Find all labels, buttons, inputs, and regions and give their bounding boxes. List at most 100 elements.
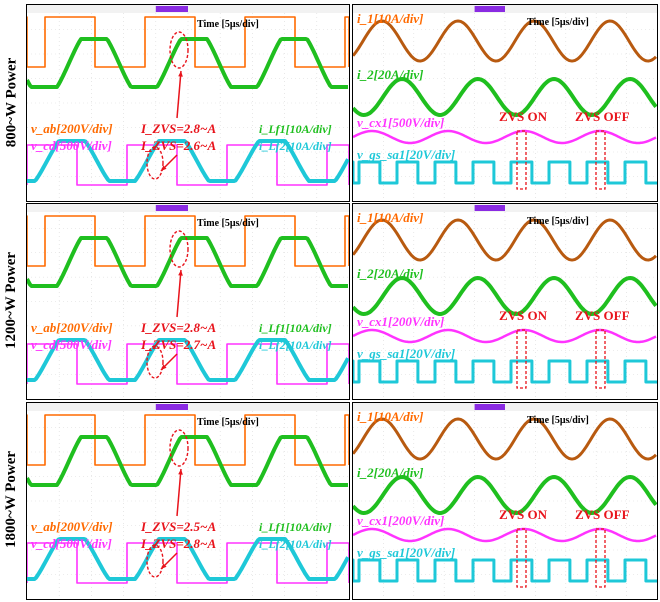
trace-ilf1 xyxy=(27,37,349,89)
scale-label: i_1[10A/div] xyxy=(357,11,423,26)
scale-label: i_Lf1[10A/div] xyxy=(259,122,332,136)
scope-header-marker xyxy=(474,205,505,211)
scale-label: i_Lf1[10A/div] xyxy=(259,321,332,335)
scope-svg: i_1[10A/div] Time [5μs/div] i_2[20A/div] v_… xyxy=(353,403,657,599)
trace-ilf2 xyxy=(27,338,349,382)
izvs-label: I_ZVS=2.7~A xyxy=(140,337,216,352)
scale-label: v_cx1[200V/div] xyxy=(357,513,444,528)
scale-label: v_cd[500V/div] xyxy=(31,536,112,551)
scale-label: v_ab[200V/div] xyxy=(31,121,113,136)
scale-label: v_ab[200V/div] xyxy=(31,519,113,534)
zvs-arrow xyxy=(176,468,182,517)
scope-svg: Time [5μs/div] v_ab[200V/div] v_cd[500V/di… xyxy=(27,403,349,599)
row-label-text: 800~W Power xyxy=(3,57,20,147)
scope-header-marker xyxy=(474,404,505,410)
trace-vab xyxy=(27,414,349,466)
scope-panel-1800w-right: i_1[10A/div] Time [5μs/div] i_2[20A/div] v_… xyxy=(352,402,658,600)
time-label: Time [5μs/div] xyxy=(197,218,259,229)
zvs-off-box xyxy=(595,329,606,389)
trace-i2 xyxy=(353,276,657,316)
row-label-text: 1800~W Power xyxy=(3,450,20,548)
time-label: Time [5μs/div] xyxy=(527,17,589,28)
zvs-off-label: ZVS OFF xyxy=(575,308,630,323)
trace-vcx1 xyxy=(353,328,657,344)
scale-label: v_cx1[500V/div] xyxy=(357,115,444,130)
scope-header-marker xyxy=(155,205,188,211)
trace-ilf1 xyxy=(27,236,349,288)
time-label: Time [5μs/div] xyxy=(527,216,589,227)
scale-label: i_Lf1[10A/div] xyxy=(259,520,332,534)
scale-label: i_2[20A/div] xyxy=(357,67,423,82)
zvs-on-box xyxy=(516,329,527,389)
izvs-label: I_ZVS=2.6~A xyxy=(140,138,216,153)
zvs-arrowhead xyxy=(178,270,183,276)
trace-i2 xyxy=(353,77,657,117)
time-label: Time [5μs/div] xyxy=(197,417,259,428)
scale-label: v_ab[200V/div] xyxy=(31,320,113,335)
zvs-arrowhead xyxy=(161,165,167,171)
trace-vcx1 xyxy=(353,527,657,543)
row-label-text: 1200~W Power xyxy=(3,251,20,349)
zvs-off-label: ZVS OFF xyxy=(575,507,630,522)
scale-label: i_Lf2[10A/div] xyxy=(259,139,332,153)
scope-header-marker xyxy=(474,6,505,12)
scale-label: i_1[10A/div] xyxy=(357,210,423,225)
trace-vcd xyxy=(27,343,349,385)
zvs-on-label: ZVS ON xyxy=(499,109,548,124)
zvs-off-box xyxy=(595,130,606,190)
zvs-marker xyxy=(169,31,189,69)
trace-vcd xyxy=(27,144,349,186)
zvs-off-label: ZVS OFF xyxy=(575,109,630,124)
zvs-arrow xyxy=(176,70,182,119)
scale-label: i_2[20A/div] xyxy=(357,266,423,281)
trace-i1 xyxy=(353,19,657,63)
zvs-arrowhead xyxy=(178,71,183,77)
zvs-arrowhead xyxy=(161,364,167,370)
scale-label: v_gs_sa1[20V/div] xyxy=(357,147,455,162)
trace-vgs xyxy=(353,558,657,583)
zvs-marker xyxy=(146,146,164,180)
zvs-marker xyxy=(169,429,189,467)
zvs-marker xyxy=(169,230,189,268)
trace-vgs xyxy=(353,160,657,185)
scale-label: v_gs_sa1[20V/div] xyxy=(357,545,455,560)
trace-vcx1 xyxy=(353,129,657,145)
trace-i2 xyxy=(353,475,657,515)
izvs-label: I_ZVS=2.5~A xyxy=(140,519,216,534)
scale-label: v_cx1[200V/div] xyxy=(357,314,444,329)
scale-label: i_Lf2[10A/div] xyxy=(259,537,332,551)
zvs-on-box xyxy=(516,528,527,588)
scope-svg: Time [5μs/div] v_ab[200V/div] v_cd[500V/di… xyxy=(27,204,349,399)
izvs-label: I_ZVS=2.8~A xyxy=(140,536,216,551)
scale-label: v_cd[500V/div] xyxy=(31,138,112,153)
scale-label: i_Lf2[10A/div] xyxy=(259,338,332,352)
scale-label: i_2[20A/div] xyxy=(357,465,423,480)
trace-vab xyxy=(27,215,349,267)
zvs-arrowhead xyxy=(161,563,167,569)
trace-i1 xyxy=(353,417,657,461)
zvs-marker xyxy=(146,544,164,578)
trace-ilf2 xyxy=(27,139,349,183)
scale-label: i_1[10A/div] xyxy=(357,409,423,424)
scope-svg: i_1[10A/div] Time [5μs/div] i_2[20A/div] v_… xyxy=(353,5,657,201)
scope-panel-1800w-left: Time [5μs/div] v_ab[200V/div] v_cd[500V/di… xyxy=(26,402,350,600)
zvs-arrow xyxy=(176,269,182,318)
trace-ilf1 xyxy=(27,435,349,487)
zvs-on-label: ZVS ON xyxy=(499,507,548,522)
row-label-800w: 800~W Power xyxy=(0,4,24,200)
trace-i1 xyxy=(353,218,657,262)
scope-svg: i_1[10A/div] Time [5μs/div] i_2[20A/div] v_… xyxy=(353,204,657,399)
scale-label: v_gs_sa1[20V/div] xyxy=(357,346,455,361)
scope-svg: Time [5μs/div] v_ab[200V/div] v_cd[500V/di… xyxy=(27,5,349,201)
zvs-off-box xyxy=(595,528,606,588)
trace-ilf2 xyxy=(27,537,349,581)
row-label-1800w: 1800~W Power xyxy=(0,400,24,598)
scope-panel-800w-left: Time [5μs/div] v_ab[200V/div] v_cd[500V/di… xyxy=(26,4,350,202)
zvs-on-label: ZVS ON xyxy=(499,308,548,323)
zvs-on-box xyxy=(516,130,527,190)
izvs-label: I_ZVS=2.8~A xyxy=(140,121,216,136)
trace-vgs xyxy=(353,359,657,384)
time-label: Time [5μs/div] xyxy=(527,415,589,426)
scope-header-marker xyxy=(155,6,188,12)
row-label-1200w: 1200~W Power xyxy=(0,202,24,398)
